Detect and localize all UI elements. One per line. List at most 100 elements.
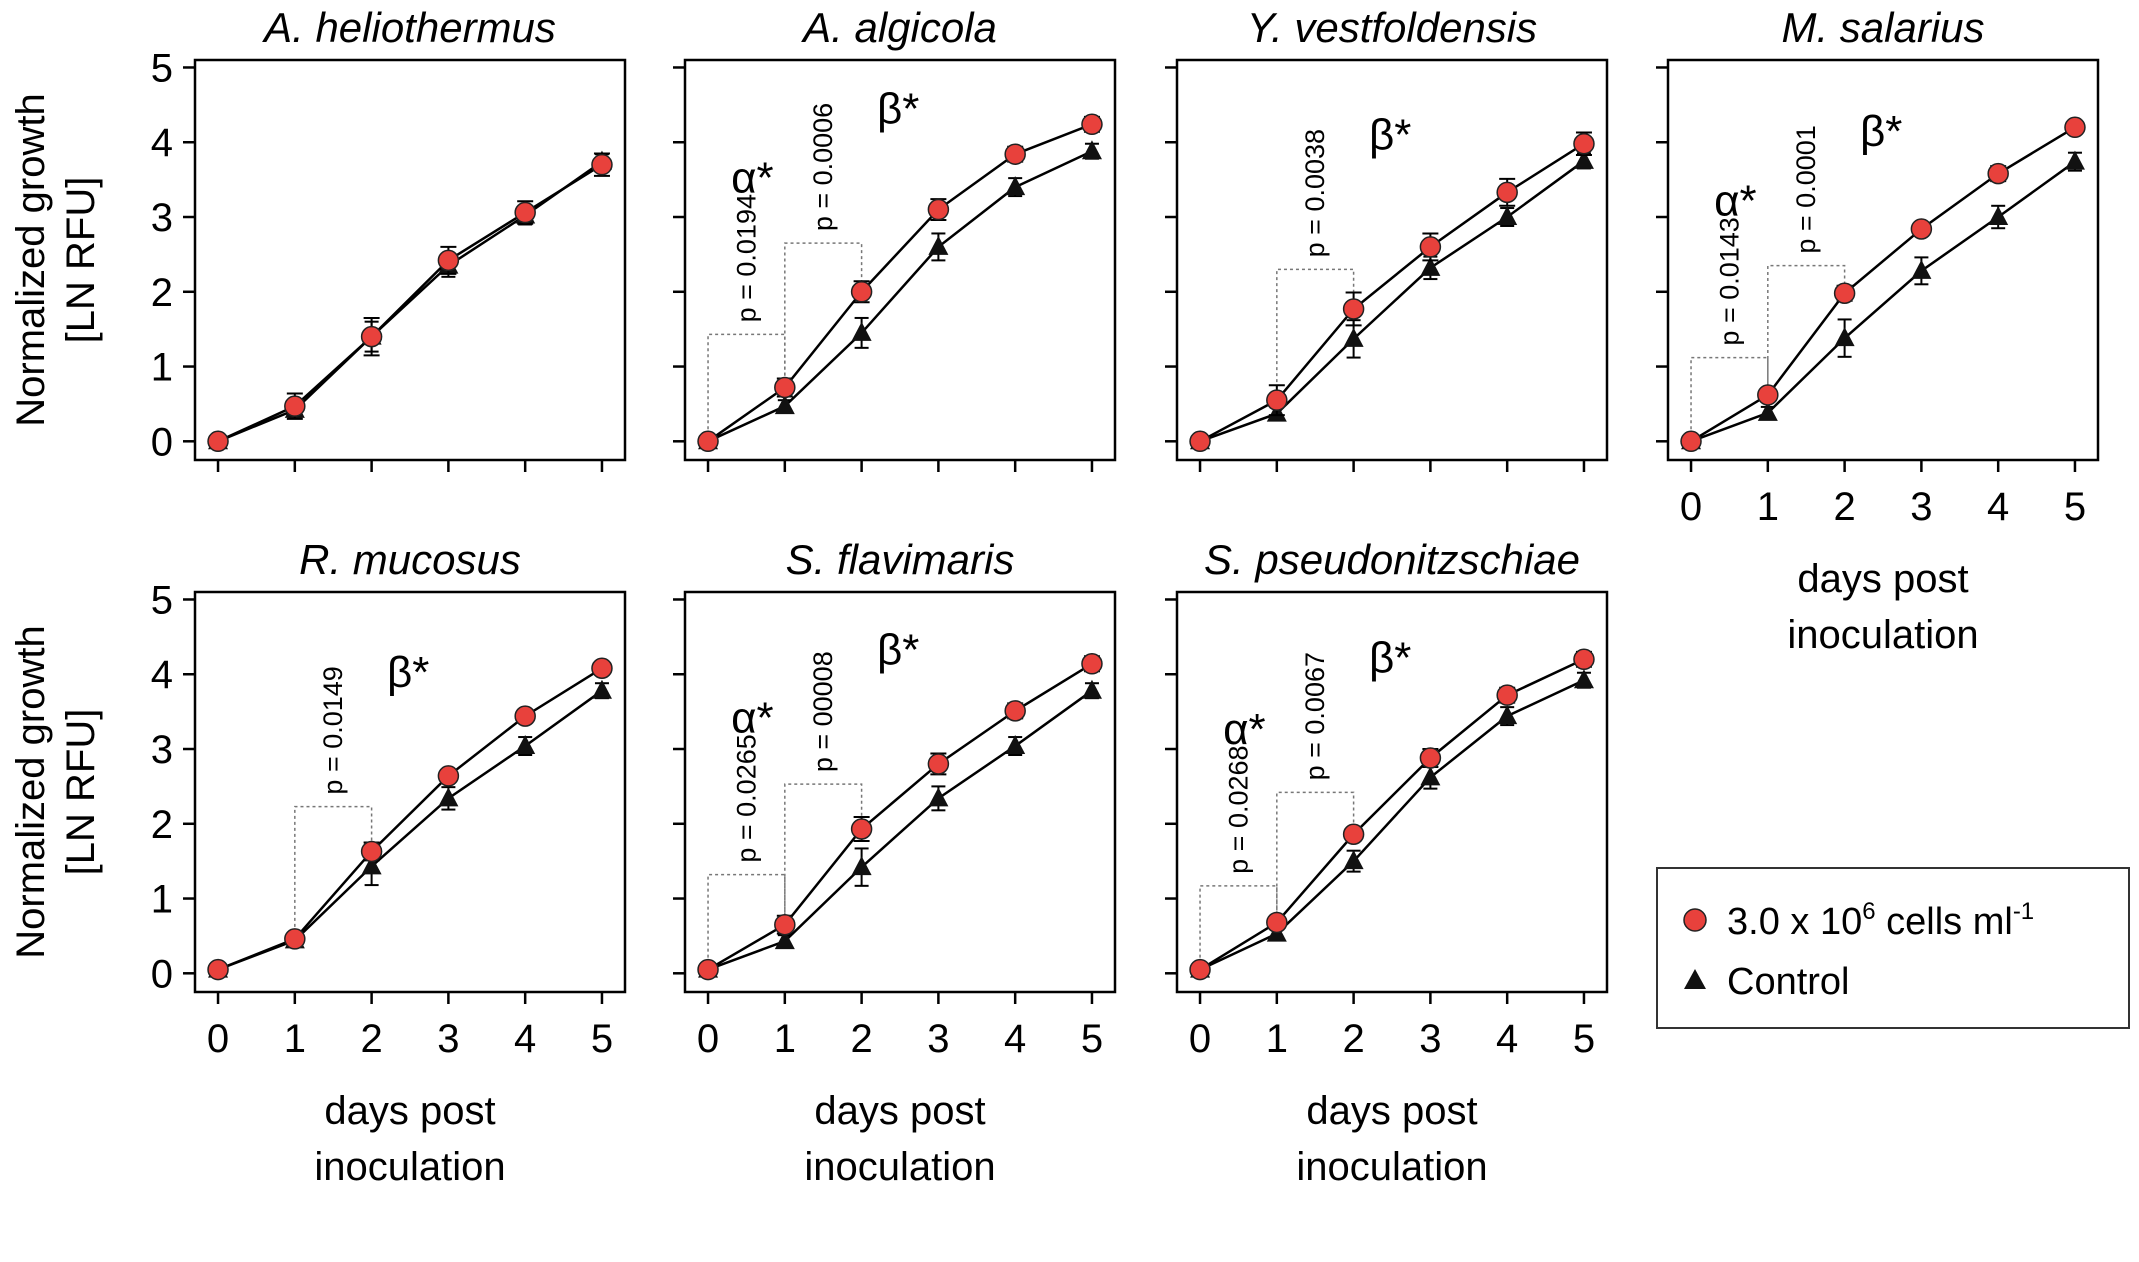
significance-bracket — [707, 873, 786, 970]
y-axis-label-line: [LN RFU] — [59, 177, 103, 344]
x-axis-label: inoculation — [804, 1145, 995, 1189]
significance-bracket — [707, 333, 786, 442]
treated-series-line — [217, 667, 603, 971]
y-tick-label: 5 — [151, 46, 173, 90]
p-value-label: p = 0.0067 — [1300, 652, 1330, 780]
treated-point — [1496, 684, 1518, 706]
treated-point — [1004, 143, 1026, 165]
x-tick-label: 4 — [1987, 485, 2009, 529]
treated-point — [927, 198, 950, 221]
control-point — [361, 855, 382, 875]
y-axis-label-line: Normalized growth — [9, 625, 53, 958]
treated-series-line — [1199, 658, 1585, 971]
control-point — [2064, 150, 2085, 170]
p-value-label: p = 0.0038 — [1300, 129, 1330, 257]
p-value-label: p = 0.0149 — [318, 666, 348, 794]
panel: Y. vestfoldensis p = 0.0038 β* — [1165, 4, 1609, 472]
control-point — [851, 321, 872, 341]
p-value-label: p = 0.0001 — [1791, 125, 1821, 253]
x-tick-label: 0 — [207, 1017, 229, 1061]
treated-point — [774, 913, 796, 936]
control-point — [1497, 705, 1518, 725]
y-tick-label: 1 — [151, 878, 173, 922]
treated-point — [591, 153, 613, 176]
treated-point — [697, 958, 719, 981]
treated-series-line — [707, 662, 1093, 971]
plot-frame — [683, 58, 1117, 462]
treated-point — [1496, 181, 1518, 204]
p-value-label: p = 0.0194 — [731, 194, 761, 322]
control-point — [1343, 327, 1364, 347]
treated-point — [1342, 298, 1365, 320]
control-point — [591, 679, 612, 699]
plot-frame — [193, 590, 627, 994]
control-series-line — [1199, 159, 1585, 443]
treated-point — [591, 657, 613, 680]
x-tick-label: 4 — [1496, 1017, 1518, 1061]
legend-label-part: 3.0 x 10 — [1727, 901, 1862, 943]
treated-point — [1573, 132, 1595, 155]
y-tick-label: 0 — [151, 420, 173, 464]
significance-bracket — [1199, 885, 1278, 970]
legend-control-marker — [1684, 969, 1706, 989]
control-point — [1834, 327, 1855, 347]
y-tick-label: 5 — [151, 578, 173, 622]
treated-point — [284, 395, 306, 417]
control-point — [1081, 140, 1102, 160]
y-tick-label: 4 — [151, 121, 173, 165]
control-point — [1757, 401, 1778, 421]
control-point — [928, 235, 949, 255]
x-axis-label: inoculation — [314, 1145, 505, 1189]
significance-letter: β* — [1369, 634, 1411, 683]
x-axis-label: days post — [1797, 557, 1968, 601]
x-tick-label: 2 — [360, 1017, 382, 1061]
x-tick-label: 0 — [1189, 1017, 1211, 1061]
control-series-line — [217, 160, 603, 443]
plot-frame — [1666, 58, 2100, 462]
treated-point — [1757, 384, 1779, 406]
treated-point — [1081, 113, 1103, 136]
panel-title: A. heliothermus — [261, 4, 556, 51]
treated-series-line — [1690, 126, 2076, 443]
treated-point — [1266, 911, 1288, 934]
treated-point — [360, 325, 383, 348]
treated-point — [1189, 430, 1211, 453]
significance-bracket — [1276, 791, 1355, 923]
plot-frame — [193, 58, 627, 462]
legend-box — [1656, 867, 2130, 1029]
control-point — [515, 735, 536, 755]
x-tick-label: 4 — [1004, 1017, 1026, 1061]
treated-point — [207, 430, 229, 453]
legend-treated-label: 3.0 x 106 cells ml-1 — [1727, 898, 2034, 943]
y-axis-label: Normalized growth [LN RFU] — [9, 93, 103, 426]
x-axis-label: inoculation — [1296, 1145, 1487, 1189]
p-value-label: p = 0.0143 — [1714, 217, 1744, 345]
x-tick-label: 3 — [927, 1017, 949, 1061]
legend: 3.0 x 106 cells ml-1 Control — [1656, 867, 2130, 1029]
treated-point — [1081, 653, 1103, 675]
treated-point — [514, 705, 536, 727]
control-point — [774, 930, 795, 950]
panel-title: Y. vestfoldensis — [1247, 4, 1537, 51]
treated-point — [1419, 236, 1442, 258]
control-series-line — [707, 150, 1093, 443]
y-tick-label: 4 — [151, 653, 173, 697]
significance-bracket — [294, 805, 373, 939]
legend-label-superscript: 6 — [1862, 898, 1875, 925]
p-value-label: p = 0.0265 — [731, 734, 761, 862]
treated-series-line — [217, 163, 603, 443]
panel: S. pseudonitzschiae 0 1 2 3 4 5 days post inocul… — [1165, 536, 1609, 1189]
control-series-line — [1690, 160, 2076, 443]
significance-letter: β* — [877, 626, 919, 675]
treated-series-line — [1199, 142, 1585, 443]
y-tick-label: 3 — [151, 196, 173, 240]
x-tick-label: 4 — [514, 1017, 536, 1061]
significance-letter: α* — [731, 153, 774, 202]
p-value-label: p = 00008 — [808, 651, 838, 772]
legend-label-part: cells ml — [1876, 901, 2013, 943]
treated-point — [284, 928, 306, 950]
treated-point — [207, 958, 229, 981]
treated-point — [1987, 162, 2009, 185]
y-axis-label: Normalized growth [LN RFU] — [9, 625, 103, 958]
